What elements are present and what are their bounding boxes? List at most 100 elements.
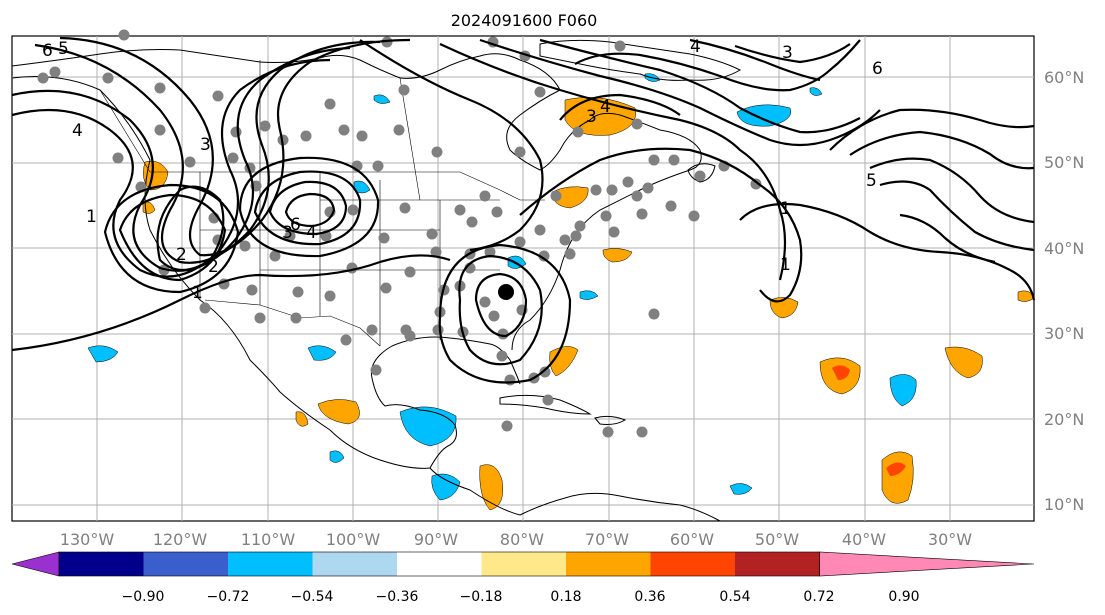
longitude-tick-label: 90°W: [414, 530, 458, 549]
station-marker: [347, 204, 359, 216]
station-marker: [431, 146, 443, 158]
station-marker: [338, 124, 350, 136]
latitude-tick-label: 40°N: [1044, 239, 1084, 258]
station-marker: [370, 364, 382, 376]
station-marker: [636, 426, 648, 438]
longitude-tick-label: 120°W: [153, 530, 208, 549]
contour-line: [474, 272, 528, 338]
negative-anomaly-patch: [307, 345, 337, 361]
station-marker: [631, 118, 643, 130]
colorbar-min-extension: [11, 551, 60, 577]
negative-anomaly-patch: [431, 473, 461, 501]
station-marker: [542, 394, 554, 406]
station-marker: [393, 124, 405, 136]
longitude-tick-label: 110°W: [241, 530, 296, 549]
station-marker: [404, 330, 416, 342]
station-marker: [112, 152, 124, 164]
contour-line: [458, 254, 543, 366]
negative-anomaly-patch: [889, 374, 917, 407]
station-marker: [380, 282, 392, 294]
colorbar-tick-label: 0.72: [803, 589, 834, 605]
station-marker: [269, 250, 281, 262]
station-marker: [292, 286, 304, 298]
us-canada-border: [150, 171, 545, 201]
station-marker: [574, 220, 586, 232]
contour-label: 3: [782, 43, 793, 63]
station-marker: [246, 284, 258, 296]
positive-anomaly-patch: [317, 399, 360, 425]
negative-anomaly-patch: [329, 450, 345, 463]
contour-labels: 6 5 4 3 2 1 6 4 3 2 1 4 3 4 3 5 6 1 1: [42, 37, 883, 303]
contour-label: 3: [282, 223, 293, 243]
contour-line: [879, 180, 1035, 252]
map-title: 2024091600 F060: [451, 11, 598, 30]
contour-line: [849, 130, 1035, 170]
contour-line: [11, 58, 331, 278]
station-marker: [688, 210, 700, 222]
contour-line: [59, 36, 411, 257]
station-marker: [488, 310, 500, 322]
colorbar-segment: [566, 552, 651, 576]
contour-line: [156, 185, 225, 272]
station-marker: [479, 190, 491, 202]
longitude-tick-label: 40°W: [842, 530, 886, 549]
station-marker: [501, 420, 513, 432]
positive-anomaly-patch: [769, 297, 799, 319]
colorbar-segment: [735, 552, 820, 576]
station-marker: [154, 124, 166, 136]
station-marker: [608, 226, 620, 238]
contour-line: [574, 39, 861, 92]
longitude-tick-label: 30°W: [928, 530, 972, 549]
station-marker: [559, 234, 571, 246]
station-marker: [648, 154, 660, 166]
station-marker: [590, 184, 602, 196]
station-marker: [378, 232, 390, 244]
storm-center-marker: [498, 284, 514, 300]
contour-label: 2: [176, 245, 187, 265]
latitude-axis-labels: 60°N 50°N 40°N 30°N 20°N 10°N: [1044, 68, 1084, 514]
station-marker: [212, 90, 224, 102]
contour-label: 5: [58, 39, 69, 59]
station-marker: [631, 190, 643, 202]
station-marker: [259, 120, 271, 132]
station-marker: [290, 312, 302, 324]
station-marker: [694, 170, 706, 182]
contour-label: 1: [780, 255, 791, 275]
station-marker: [366, 324, 378, 336]
station-marker: [648, 308, 660, 320]
station-marker: [572, 126, 584, 138]
latitude-tick-label: 60°N: [1044, 68, 1084, 87]
contour-label: 2: [208, 257, 219, 277]
contour-line: [539, 38, 861, 134]
positive-anomaly-patch: [295, 411, 309, 427]
station-marker: [642, 182, 654, 194]
station-marker: [398, 84, 410, 96]
colorbar-tick-label: 0.90: [888, 589, 919, 605]
station-marker: [399, 202, 411, 214]
colorbar-tick-label: −0.54: [291, 589, 334, 605]
colorbar-segment: [650, 552, 736, 576]
station-marker: [534, 86, 546, 98]
colorbar-segment: [59, 552, 144, 576]
colorbar-tick-label: −0.72: [207, 589, 250, 605]
station-marker: [514, 146, 526, 158]
latitude-tick-label: 50°N: [1044, 153, 1084, 172]
station-marker: [550, 190, 562, 202]
contour-label: 3: [200, 135, 211, 155]
contour-label: 6: [290, 215, 301, 235]
station-marker: [622, 176, 634, 188]
newfoundland-coastline: [687, 163, 716, 183]
contour-label: 3: [586, 107, 597, 127]
positive-anomaly-patch: [479, 464, 503, 511]
contour-line: [829, 108, 1035, 151]
station-marker: [504, 374, 516, 386]
contour-line: [734, 43, 851, 64]
contour-label: 5: [866, 171, 877, 191]
contour-label: 4: [600, 97, 611, 117]
station-marker: [570, 230, 582, 242]
station-marker: [491, 206, 503, 218]
station-marker: [466, 216, 478, 228]
station-marker: [381, 36, 393, 48]
contour-label: 1: [780, 199, 791, 219]
